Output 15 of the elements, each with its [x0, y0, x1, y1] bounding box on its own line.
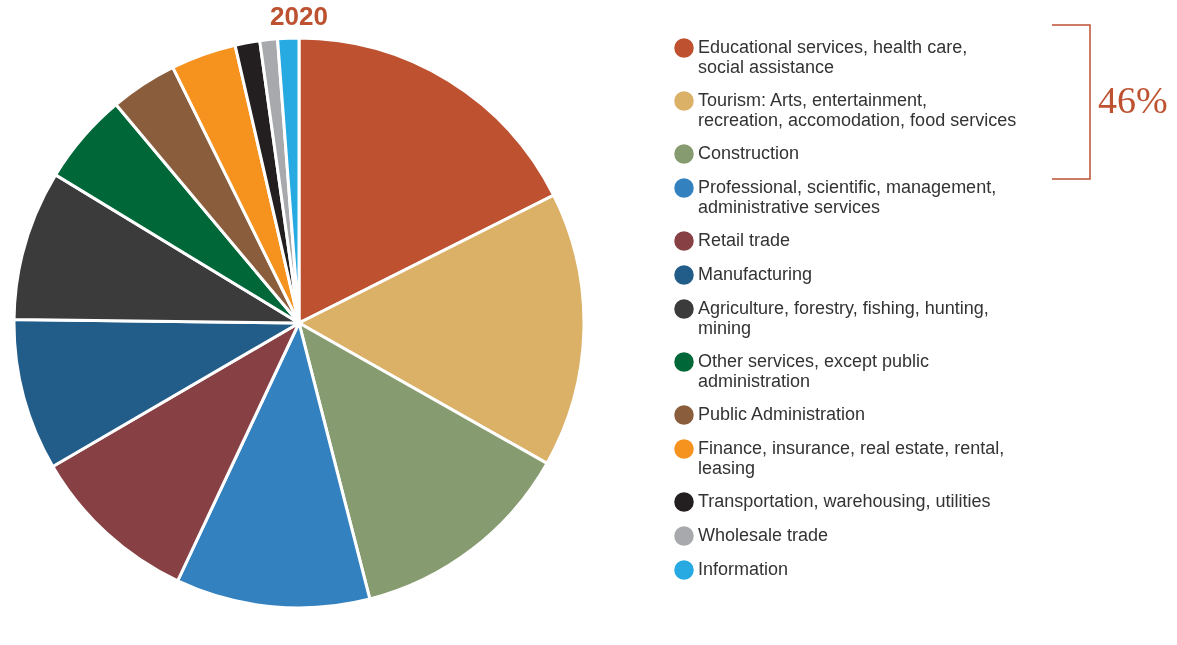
legend-label: Professional, scientific, management, administrative services: [698, 177, 997, 217]
legend-label: Information: [698, 559, 789, 579]
legend-label: Manufacturing: [698, 264, 813, 284]
legend-label: Wholesale trade: [698, 525, 829, 545]
legend-label: Public Administration: [698, 404, 866, 424]
legend-label: Construction: [698, 143, 800, 163]
legend-label: Other services, except public administration: [698, 351, 930, 391]
legend-label: Tourism: Arts, entertainment, recreation, accomodation, food services: [698, 90, 1017, 130]
chart-title: 2020: [270, 1, 328, 31]
legend-label: Transportation, warehousing, utilities: [698, 491, 991, 511]
text: 46%: [1098, 78, 1168, 122]
legend-label: Finance, insurance, real estate, rental, leasing: [698, 438, 1005, 478]
legend-label: Retail trade: [698, 230, 791, 250]
legend-label: Educational services, health care, social assistance: [698, 37, 968, 77]
legend-label: Agriculture, forestry, fishing, hunting, mining: [698, 298, 989, 338]
